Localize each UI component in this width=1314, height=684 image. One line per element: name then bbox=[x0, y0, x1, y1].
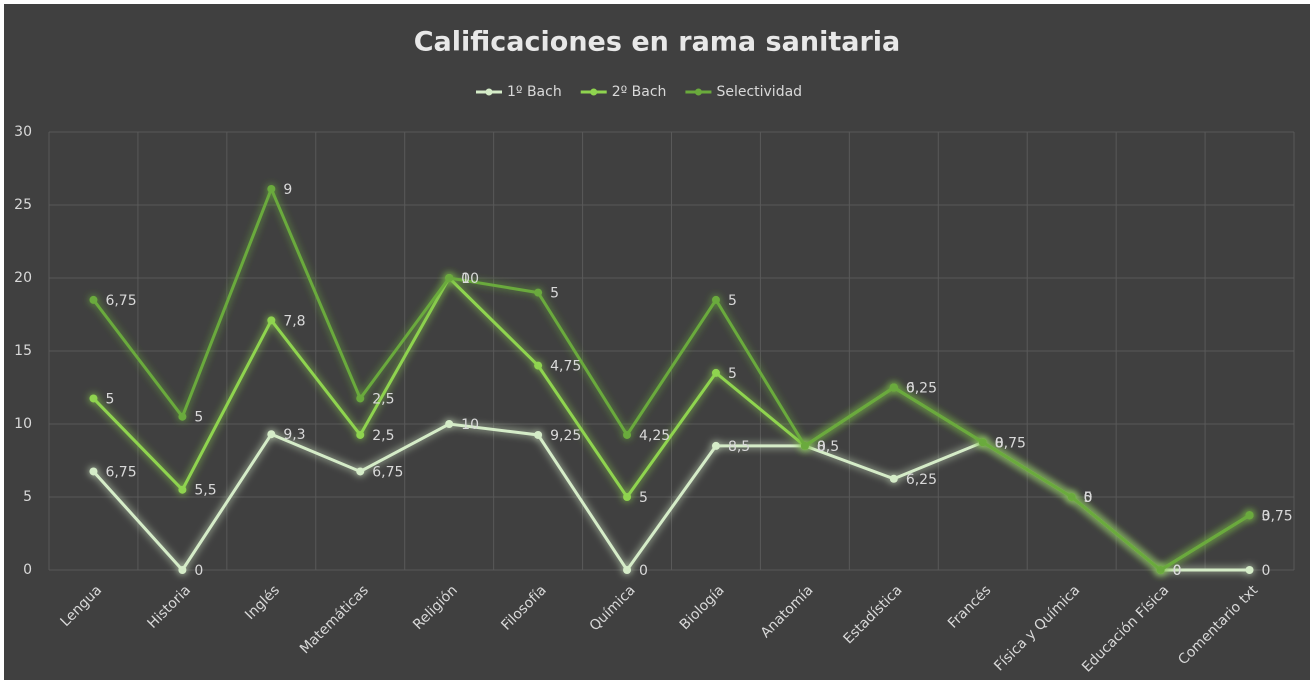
legend-label: 2º Bach bbox=[612, 84, 667, 100]
point bbox=[178, 485, 187, 494]
y-tick-label: 20 bbox=[14, 270, 32, 286]
data-label: 8,5 bbox=[817, 439, 839, 455]
data-label: 6,75 bbox=[105, 464, 136, 480]
legend-label: Selectividad bbox=[716, 84, 802, 100]
data-label: 6,25 bbox=[906, 381, 937, 397]
data-label: 5 bbox=[550, 286, 559, 302]
point bbox=[534, 288, 543, 297]
point bbox=[267, 184, 276, 193]
point bbox=[356, 467, 365, 476]
data-label: 9,3 bbox=[283, 427, 305, 443]
legend-label: 1º Bach bbox=[507, 84, 562, 100]
data-label: 0 bbox=[1084, 490, 1093, 506]
point bbox=[445, 420, 454, 428]
data-label: 0 bbox=[194, 563, 203, 579]
point bbox=[445, 274, 454, 282]
point bbox=[356, 430, 365, 439]
point bbox=[89, 394, 98, 403]
data-label: 5 bbox=[728, 366, 737, 382]
data-label: 5 bbox=[639, 490, 648, 506]
data-label: 0 bbox=[1084, 490, 1093, 506]
data-label: 4,25 bbox=[639, 428, 670, 444]
point bbox=[623, 566, 632, 574]
data-label: 0 bbox=[817, 439, 826, 455]
point bbox=[356, 394, 365, 403]
legend-marker bbox=[485, 88, 493, 96]
point bbox=[889, 474, 898, 483]
data-label: 0 bbox=[1262, 563, 1271, 579]
data-label: 6,75 bbox=[105, 293, 136, 309]
data-label: 2,5 bbox=[372, 391, 394, 407]
point bbox=[623, 430, 632, 439]
data-label: 0 bbox=[639, 563, 648, 579]
data-label: 5 bbox=[194, 410, 203, 426]
data-label: 7,8 bbox=[283, 313, 305, 329]
point bbox=[267, 316, 276, 325]
point bbox=[89, 467, 98, 476]
point bbox=[978, 438, 987, 447]
data-label: 10 bbox=[461, 271, 479, 287]
data-label: 0 bbox=[1173, 563, 1182, 579]
y-tick-label: 5 bbox=[23, 489, 32, 505]
point bbox=[800, 441, 809, 450]
data-label: 10 bbox=[461, 417, 479, 433]
data-label: 0 bbox=[817, 439, 826, 455]
point bbox=[1156, 566, 1165, 574]
chart-title: Calificaciones en rama sanitaria bbox=[414, 27, 901, 58]
data-label: 0 bbox=[906, 381, 915, 397]
point bbox=[267, 430, 276, 439]
point bbox=[534, 430, 543, 439]
point bbox=[178, 566, 187, 574]
y-tick-label: 0 bbox=[23, 562, 32, 578]
series-line bbox=[92, 184, 1251, 572]
point bbox=[1245, 566, 1254, 574]
point bbox=[711, 368, 720, 377]
data-label: 8,5 bbox=[728, 439, 750, 455]
point bbox=[623, 493, 632, 501]
background bbox=[4, 4, 1310, 680]
data-label: 0 bbox=[1173, 563, 1182, 579]
data-label: 9,25 bbox=[550, 428, 581, 444]
legend-marker bbox=[590, 88, 598, 96]
data-label: 5 bbox=[105, 391, 114, 407]
y-tick-label: 10 bbox=[14, 416, 32, 432]
point bbox=[1067, 493, 1076, 501]
data-label: 0 bbox=[461, 271, 470, 287]
data-label: 6,25 bbox=[906, 472, 937, 488]
data-label: 6,75 bbox=[372, 464, 403, 480]
data-label: 0 bbox=[995, 435, 1004, 451]
data-label: 9 bbox=[283, 182, 292, 198]
data-label: 4,75 bbox=[550, 359, 581, 375]
legend-marker bbox=[694, 88, 702, 96]
data-label: 2,5 bbox=[372, 428, 394, 444]
data-label: 0 bbox=[995, 435, 1004, 451]
data-label: 0 bbox=[1173, 563, 1182, 579]
y-tick-label: 25 bbox=[14, 197, 32, 213]
point bbox=[89, 295, 98, 304]
point bbox=[178, 412, 187, 421]
y-tick-label: 15 bbox=[14, 343, 32, 359]
series bbox=[89, 184, 1254, 574]
data-label: 0 bbox=[1262, 508, 1271, 524]
point bbox=[711, 295, 720, 304]
data-label: 8,75 bbox=[995, 435, 1026, 451]
data-label: 5,5 bbox=[194, 483, 216, 499]
data-label: 5 bbox=[1084, 490, 1093, 506]
point bbox=[889, 383, 898, 392]
point bbox=[534, 361, 543, 370]
y-tick-label: 30 bbox=[14, 124, 32, 140]
point bbox=[711, 441, 720, 450]
point bbox=[1245, 511, 1254, 520]
data-label: 5 bbox=[728, 293, 737, 309]
data-label: 3,75 bbox=[1262, 508, 1293, 524]
